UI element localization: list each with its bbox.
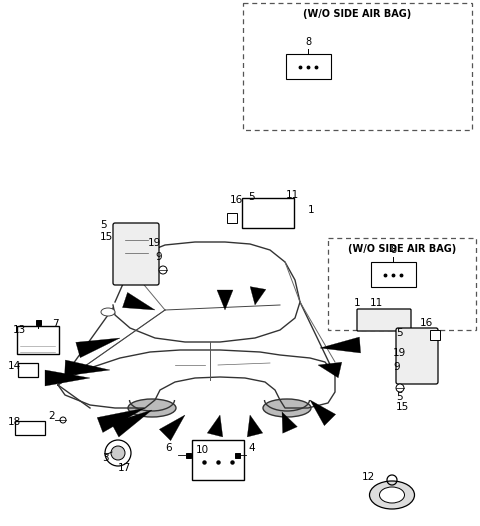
Bar bbox=[328, 238, 476, 330]
Text: 15: 15 bbox=[100, 232, 113, 242]
Polygon shape bbox=[97, 408, 145, 432]
Polygon shape bbox=[111, 410, 152, 437]
Text: 13: 13 bbox=[13, 325, 26, 335]
Bar bbox=[185, 452, 191, 458]
Ellipse shape bbox=[128, 399, 176, 417]
Text: 12: 12 bbox=[362, 472, 375, 482]
FancyBboxPatch shape bbox=[357, 309, 411, 331]
Bar bbox=[18, 363, 38, 377]
Polygon shape bbox=[320, 337, 360, 353]
Circle shape bbox=[396, 384, 404, 392]
Circle shape bbox=[111, 446, 125, 460]
Polygon shape bbox=[207, 415, 223, 437]
Text: 7: 7 bbox=[52, 319, 59, 329]
Text: 5: 5 bbox=[248, 192, 254, 202]
Polygon shape bbox=[65, 360, 110, 376]
Text: 11: 11 bbox=[286, 190, 299, 200]
Polygon shape bbox=[318, 362, 342, 378]
Polygon shape bbox=[122, 292, 155, 310]
Bar bbox=[15, 421, 45, 435]
Text: 10: 10 bbox=[196, 445, 209, 455]
Text: 15: 15 bbox=[396, 402, 409, 412]
Polygon shape bbox=[250, 287, 266, 305]
Text: 19: 19 bbox=[393, 348, 406, 358]
Text: 1: 1 bbox=[354, 298, 360, 308]
Polygon shape bbox=[159, 415, 185, 441]
Text: 19: 19 bbox=[148, 238, 161, 248]
Text: 2: 2 bbox=[48, 411, 55, 421]
Bar bbox=[430, 330, 440, 340]
Text: 11: 11 bbox=[370, 298, 383, 308]
Text: 4: 4 bbox=[248, 443, 254, 453]
Text: 3: 3 bbox=[102, 453, 108, 463]
Text: 8: 8 bbox=[305, 37, 311, 47]
Circle shape bbox=[60, 417, 66, 423]
Bar bbox=[36, 319, 40, 325]
Polygon shape bbox=[282, 412, 297, 433]
Polygon shape bbox=[45, 370, 90, 386]
Text: 5: 5 bbox=[100, 220, 107, 230]
Bar bbox=[371, 262, 416, 287]
FancyBboxPatch shape bbox=[113, 223, 159, 285]
Polygon shape bbox=[217, 290, 233, 310]
Text: 9: 9 bbox=[393, 362, 400, 372]
Text: 14: 14 bbox=[8, 361, 21, 371]
Circle shape bbox=[105, 440, 131, 466]
Bar bbox=[242, 198, 294, 228]
Bar bbox=[192, 440, 244, 480]
Text: (W/O SIDE AIR BAG): (W/O SIDE AIR BAG) bbox=[348, 244, 456, 254]
Text: 9: 9 bbox=[155, 252, 162, 262]
Text: 1: 1 bbox=[308, 205, 314, 215]
Text: (W/O SIDE AIR BAG): (W/O SIDE AIR BAG) bbox=[303, 9, 412, 19]
Circle shape bbox=[159, 266, 167, 274]
Text: 6: 6 bbox=[165, 443, 172, 453]
Polygon shape bbox=[76, 338, 120, 358]
Ellipse shape bbox=[380, 487, 405, 503]
Polygon shape bbox=[247, 415, 263, 437]
Bar bbox=[227, 213, 237, 223]
FancyBboxPatch shape bbox=[396, 328, 438, 384]
Ellipse shape bbox=[263, 399, 311, 417]
Ellipse shape bbox=[370, 481, 415, 509]
Text: 16: 16 bbox=[230, 195, 243, 205]
Text: 8: 8 bbox=[390, 245, 396, 255]
Bar bbox=[235, 452, 240, 458]
Text: 17: 17 bbox=[118, 463, 131, 473]
Bar bbox=[243, 3, 472, 130]
Bar bbox=[17, 326, 59, 354]
Text: 5: 5 bbox=[396, 328, 403, 338]
Text: 5: 5 bbox=[396, 392, 403, 402]
Polygon shape bbox=[310, 400, 336, 426]
Text: 16: 16 bbox=[420, 318, 433, 328]
Bar bbox=[286, 54, 331, 79]
Text: 18: 18 bbox=[8, 417, 21, 427]
Ellipse shape bbox=[101, 308, 115, 316]
